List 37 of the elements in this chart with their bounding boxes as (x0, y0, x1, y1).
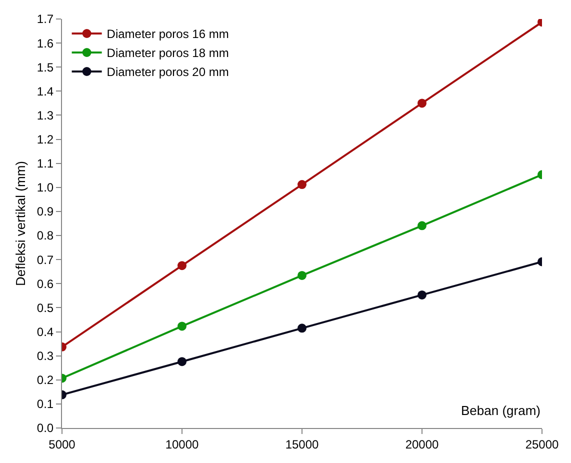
y-tick-label: 0.5 (36, 300, 54, 315)
point (298, 270, 306, 280)
x-axis-title: Beban (gram) (461, 403, 540, 418)
legend-label: Diameter poros 16 mm (106, 27, 229, 42)
point (298, 324, 306, 333)
y-tick-label: 1.6 (36, 36, 54, 50)
point (418, 221, 426, 230)
point (178, 322, 186, 331)
point (418, 98, 426, 108)
point (178, 357, 186, 366)
y-tick-label: 0.8 (36, 228, 54, 243)
y-tick-label: 0.7 (36, 252, 54, 267)
y-tick-label: 0.9 (36, 204, 54, 219)
x-tick-label: 10000 (165, 437, 200, 452)
y-tick-label: 0.2 (36, 373, 54, 388)
y-tick-label: 0.4 (36, 324, 54, 339)
y-tick-label: 1.3 (36, 108, 54, 122)
x-tick-label: 15000 (285, 437, 320, 452)
y-tick-label: 1.7 (36, 12, 54, 26)
y-tick-label: 1.0 (36, 180, 54, 195)
y-tick-label: 0.6 (36, 276, 54, 291)
y-tick-label: 1.2 (36, 132, 54, 146)
y-tick-label: 1.1 (36, 156, 54, 171)
legend-label: Diameter poros 18 mm (106, 46, 229, 60)
x-tick-label: 20000 (405, 437, 440, 452)
y-axis-title: Defleksi vertikal (mm) (12, 161, 28, 286)
y-tick-label: 1.4 (36, 84, 54, 98)
y-tick-label: 0.1 (36, 397, 54, 412)
x-tick-label: 5000 (48, 437, 76, 452)
point (298, 180, 306, 190)
point (418, 290, 426, 300)
y-tick-label: 1.5 (36, 60, 54, 74)
legend-label: Diameter poros 20 mm (106, 65, 229, 80)
x-tick-label: 25000 (525, 437, 560, 452)
point (178, 261, 186, 270)
y-tick-label: 0.0 (36, 421, 54, 436)
y-tick-label: 0.3 (36, 349, 54, 364)
